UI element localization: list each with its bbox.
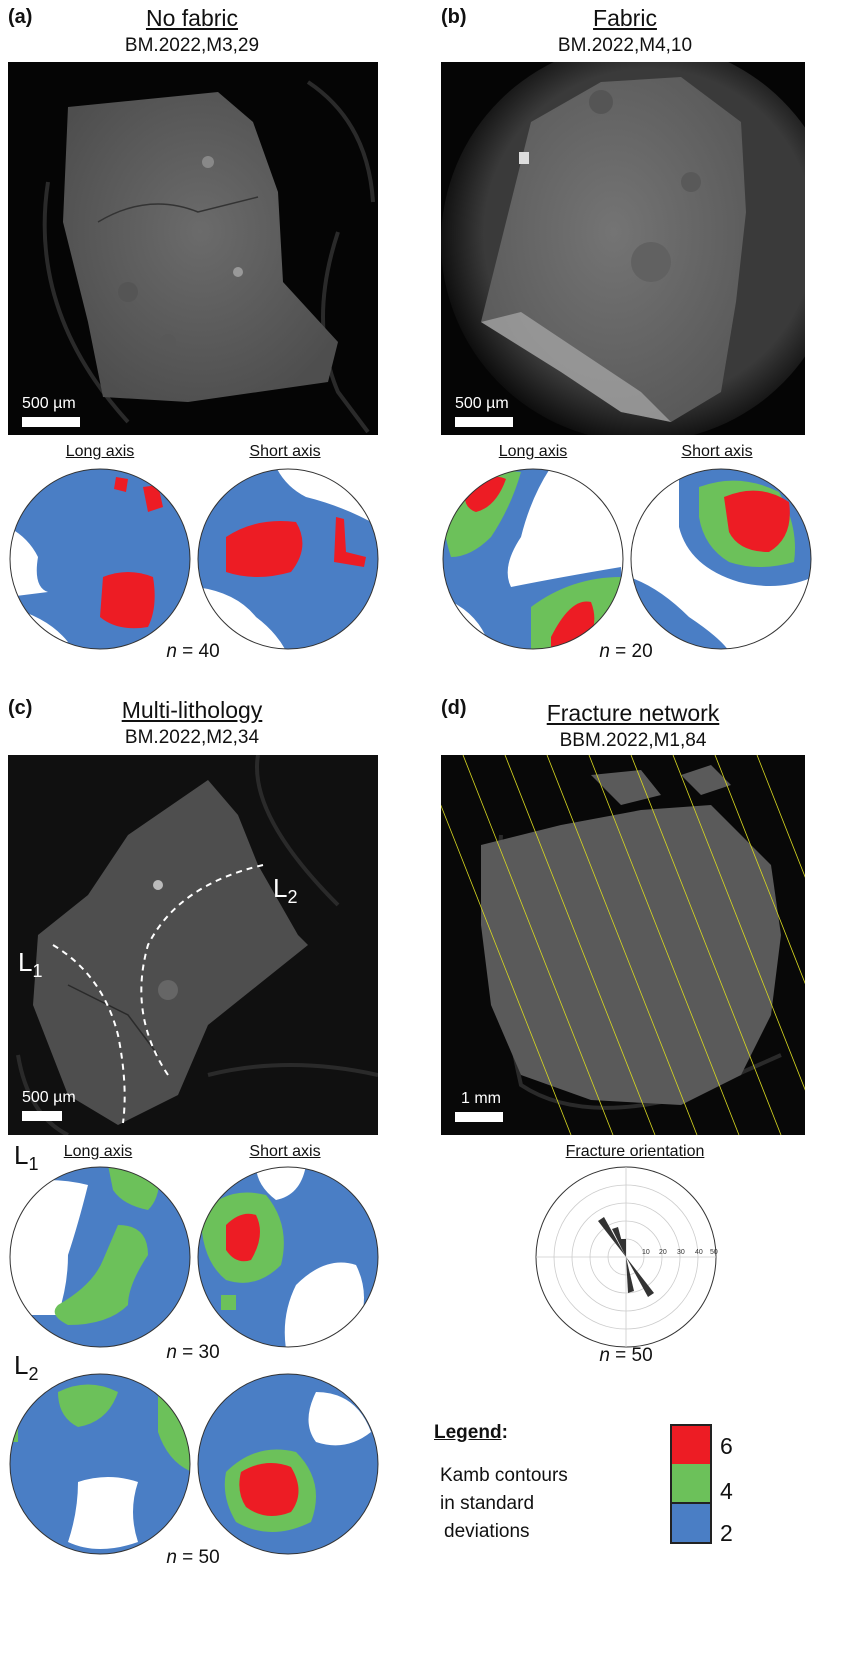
stereonet-long-axis-a — [9, 468, 191, 650]
rose-petal — [626, 1257, 634, 1293]
legend-swatch-blue — [670, 1504, 712, 1544]
rose-diagram: 10 20 30 40 50 — [535, 1166, 718, 1348]
panel-a-title: No fabric — [145, 5, 239, 31]
panel-b-letter: (b) — [441, 6, 467, 28]
short-axis-label-b: Short axis — [681, 443, 753, 460]
scalebar-a — [22, 417, 80, 427]
fracture-trace-line — [546, 755, 698, 1135]
stereonet-short-axis-b — [630, 468, 812, 650]
n-count-c-l1: n = 30 — [113, 1342, 273, 1364]
stereonet-long-axis-c-l2 — [9, 1373, 191, 1555]
stereonet-long-axis-c-l1 — [9, 1166, 191, 1348]
n-symbol-b: n — [599, 641, 610, 662]
panel-a-letter: (a) — [8, 6, 33, 28]
n-symbol-c-l2: n — [166, 1547, 177, 1568]
short-axis-label-a: Short axis — [249, 443, 321, 460]
stereonet-short-axis-c-l2 — [197, 1373, 379, 1555]
ct-image-b: 500 µm — [441, 62, 805, 435]
n-value-c-l2: = 50 — [182, 1547, 220, 1568]
n-symbol-d: n — [599, 1345, 610, 1366]
panel-c-title: Multi-lithology — [121, 697, 263, 723]
panel-b-specimen: BM.2022,M4,10 — [557, 35, 693, 56]
n-count-c-l2: n = 50 — [113, 1547, 273, 1569]
panel-d-specimen: BBM.2022,M1,84 — [559, 730, 707, 751]
legend-level-6: 6 — [720, 1433, 733, 1459]
scale-label-c: 500 µm — [22, 1089, 76, 1106]
fracture-trace-line — [588, 755, 740, 1135]
n-value-d: = 50 — [615, 1345, 653, 1366]
stereonet-short-axis-a — [197, 468, 379, 650]
rose-petal — [626, 1257, 654, 1297]
panel-c-specimen: BM.2022,M2,34 — [124, 727, 260, 748]
ct-image-c: L1 L2 500 µm — [8, 755, 378, 1135]
n-count-d: n = 50 — [546, 1345, 706, 1367]
rose-tick: 20 — [659, 1249, 667, 1256]
n-count-b: n = 20 — [546, 641, 706, 663]
fracture-trace-line — [441, 804, 572, 1135]
rose-tick: 30 — [677, 1249, 685, 1256]
stereonet-long-axis-b — [442, 468, 624, 650]
long-axis-label-a: Long axis — [65, 443, 135, 460]
ct-image-d: 1 mm — [441, 755, 805, 1135]
panel-d-letter: (d) — [441, 697, 467, 719]
rose-tick: 10 — [642, 1249, 650, 1256]
n-value-a: = 40 — [182, 641, 220, 662]
rose-petal — [620, 1239, 626, 1257]
n-symbol-c-l1: n — [166, 1342, 177, 1363]
legend-level-4: 4 — [720, 1478, 733, 1504]
fracture-trace-line — [714, 755, 805, 985]
rose-label: Fracture orientation — [565, 1143, 705, 1160]
short-axis-label-c: Short axis — [249, 1143, 321, 1160]
panel-b-title: Fabric — [593, 5, 657, 31]
ct-image-a: 500 µm — [8, 62, 378, 435]
rose-petal — [598, 1217, 626, 1257]
legend-line: deviations — [444, 1521, 530, 1542]
l1-row-label: L1 — [14, 1140, 39, 1175]
fracture-trace-line — [504, 755, 656, 1135]
n-value-b: = 20 — [615, 641, 653, 662]
fracture-trace-line — [672, 755, 805, 1091]
fracture-trace-line — [462, 755, 614, 1135]
l2-row-label: L2 — [14, 1350, 39, 1385]
legend-line: in standard — [440, 1493, 535, 1514]
fracture-trace-line — [630, 755, 782, 1135]
panel-a-specimen: BM.2022,M3,29 — [124, 35, 260, 56]
legend-title: Legend: — [434, 1422, 508, 1443]
rose-tick: 40 — [695, 1249, 703, 1256]
long-axis-label-b: Long axis — [498, 443, 568, 460]
legend-text: Kamb contours in standard deviations — [440, 1462, 568, 1546]
panel-c-letter: (c) — [8, 697, 33, 719]
n-count-a: n = 40 — [113, 641, 273, 663]
scale-label-b: 500 µm — [455, 395, 509, 412]
l1-label-image: L1 — [18, 947, 43, 982]
n-symbol-a: n — [166, 641, 177, 662]
scale-label-a: 500 µm — [22, 395, 76, 412]
long-axis-label-c: Long axis — [63, 1143, 133, 1160]
legend-line: Kamb contours — [440, 1465, 568, 1486]
scalebar-d — [455, 1112, 503, 1122]
scalebar-c — [22, 1111, 62, 1121]
l2-label-image: L2 — [273, 873, 298, 908]
rose-petal — [612, 1227, 626, 1257]
stereonet-short-axis-c-l1 — [197, 1166, 379, 1348]
scale-label-d: 1 mm — [461, 1090, 501, 1107]
fracture-trace-line — [756, 755, 805, 878]
legend-swatch-green — [670, 1464, 712, 1504]
n-value-c-l1: = 30 — [182, 1342, 220, 1363]
legend-level-2: 2 — [720, 1520, 733, 1546]
rose-tick: 50 — [710, 1249, 718, 1256]
legend-swatch-red — [670, 1424, 712, 1466]
scalebar-b — [455, 417, 513, 427]
panel-d-title: Fracture network — [546, 700, 720, 726]
